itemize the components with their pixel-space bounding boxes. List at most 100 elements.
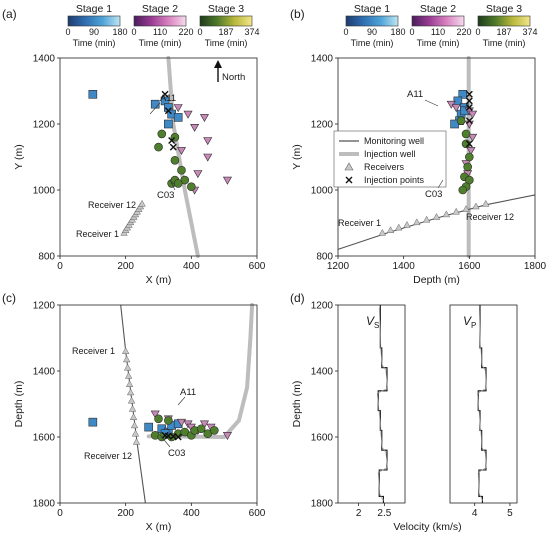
y-tick-label: 1000 [311,186,334,197]
panel-label-d: (d) [290,291,305,305]
colorbars-b: Stage 1 0 90 180 Time (min) Stage 2 0 11… [343,3,537,48]
receiver-marker [123,363,132,371]
legend-label: Monitoring well [364,136,424,146]
colorbar-tick: 0 [131,27,136,37]
x-tick-label: 2 [356,508,362,519]
colorbar-gradient [345,15,399,27]
colorbar-unit: Time (min) [205,38,248,48]
label-c03: C03 [168,448,185,459]
event-marker-stage1 [88,417,98,427]
x-tick-label: 0 [57,261,63,272]
colorbar-unit: Time (min) [417,38,460,48]
receiver-marker [125,380,134,387]
y-axis-title: Y (m) [291,144,303,169]
injection-point-marker [465,90,473,98]
event-marker-stage3 [456,116,466,125]
colorbar-unit: Time (min) [139,38,182,48]
event-marker-stage3 [465,152,474,162]
y-axis-title: Depth (m) [13,381,25,428]
x-tick-label: 1200 [327,261,350,272]
series-stage-3 [456,116,474,195]
label-vp-sub: P [471,321,476,330]
event-marker-stage1 [458,90,468,99]
velocity-subplot-vs: 2 2.5 [337,304,406,519]
x-tick-label: 600 [249,508,266,519]
injection-well-line [166,56,200,258]
injection-point-marker [174,433,182,441]
label-c03: C03 [157,190,174,201]
y-tick-label: 1400 [33,367,56,378]
colorbar-gradient [133,15,187,27]
leader-a11 [149,102,161,115]
event-marker-stage3 [177,165,186,175]
receiver-marker [378,228,387,236]
leader-c03 [437,179,444,189]
leader-c03 [159,434,171,448]
y-tick-label: 800 [38,252,55,263]
event-marker-stage2 [468,133,478,142]
x-tick-label: 400 [183,508,200,519]
panel-a-map-view: 0 200 400 600 800 1000 1200 1400 X (m) Y (m) [13,54,266,287]
event-marker-stage3 [210,426,219,435]
colorbar-title: Stage 2 [420,3,456,15]
x-tick-label: 200 [117,508,134,519]
injection-point-marker [164,107,172,115]
event-marker-stage2 [190,124,200,132]
event-marker-stage2 [176,147,186,156]
x-axis-title: X (m) [146,521,172,533]
y-tick-label: 1200 [311,301,334,312]
monitoring-well-line [120,304,146,504]
receiver-marker [462,205,470,212]
y-tick-label: 1200 [33,120,56,131]
colorbar-tick: 110 [431,27,445,37]
label-receiver12: Receiver 12 [88,200,136,210]
label-receiver1: Receiver 1 [72,346,115,356]
legend-label: Injection points [364,175,425,185]
receiver-marker [131,429,140,437]
colorbar-tick: 90 [89,27,99,37]
panel-c-depth-x-view: 0 200 400 600 1200 1400 1600 1800 X (m) Depth (m) [13,301,266,534]
receiver-marker [386,226,395,234]
receiver-marker [413,218,421,226]
y-tick-label: 1600 [33,433,56,444]
label-vs-main: V [366,314,375,328]
y-tick-label: 1000 [33,186,56,197]
x-tick-label: 0 [57,508,63,519]
colorbar-unit: Time (min) [73,38,116,48]
event-marker-stage2 [176,418,186,427]
x-tick-label: 400 [183,261,200,272]
receiver-marker [422,215,431,223]
label-vs-sub: S [374,321,379,330]
colorbar-stage1-b: Stage 1 0 90 180 Time (min) [343,3,405,48]
event-marker-stage2 [199,114,209,123]
receiver-marker [132,437,141,445]
leader-c03 [169,179,176,191]
receiver-marker [472,202,480,210]
event-marker-stage2 [150,410,160,419]
colorbar-stage3-b: Stage 3 0 187 374 Time (min) [475,3,537,48]
x-tick-label: 5 [507,508,513,519]
injection-point-marker [465,97,473,105]
series-injection-points [161,90,177,151]
receiver-marker [126,388,135,396]
annotations-c: Receiver 1 Receiver 12 A11 C03 [72,346,196,461]
receiver-marker [124,371,133,379]
x-tick-label: 200 [117,261,134,272]
injection-point-marker [465,140,473,148]
colorbar-gradient [411,15,465,27]
y-axis-title: Depth (m) [291,381,303,428]
series-stage-3 [154,129,196,191]
colorbar-tick: 0 [343,27,348,37]
receiver-marker [482,199,490,207]
event-marker-stage3 [164,416,173,425]
receiver-marker [432,213,441,220]
legend-label: Injection well [364,149,416,159]
velocity-log-trace [376,307,388,501]
event-marker-stage2 [199,420,209,429]
leader-a11 [424,99,439,107]
receiver-marker [442,210,451,218]
panel-b-depth-y-view: 1200 1400 1600 1800 800 1000 1200 1400 Depth (m)… [291,54,547,287]
colorbar-unit: Time (min) [351,38,394,48]
event-marker-stage3 [154,414,163,424]
event-marker-stage2 [203,137,213,146]
